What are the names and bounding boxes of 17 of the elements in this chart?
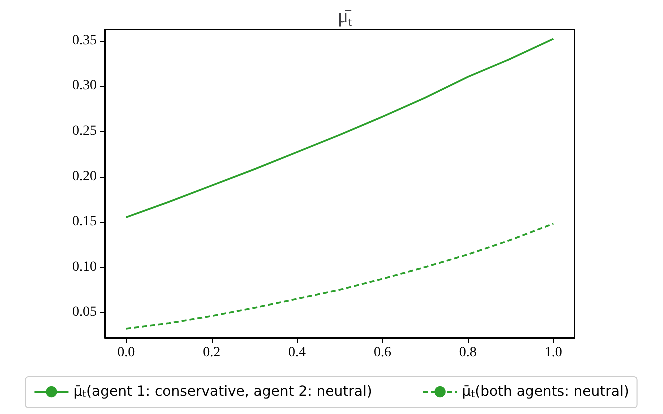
- line-series: [125, 222, 555, 330]
- legend-label: μ̄t(agent 1: conservative, agent 2: neutral): [74, 384, 372, 400]
- x-tick-label: 0.2: [203, 346, 221, 360]
- y-tick-label: 0.15: [72, 214, 97, 230]
- y-tick-label: 0.30: [72, 78, 97, 94]
- x-tick-label: 1.0: [544, 346, 562, 360]
- y-tick-label: 0.20: [72, 169, 97, 184]
- legend-label: μ̄t(both agents: neutral): [462, 384, 630, 400]
- y-tick-label: 0.35: [72, 33, 97, 48]
- line-series: [125, 38, 555, 218]
- y-tick-label: 0.10: [72, 260, 97, 275]
- x-tick-label: 0.8: [459, 346, 477, 360]
- y-tick-label: 0.05: [72, 305, 97, 320]
- x-tick-label: 0.4: [288, 346, 306, 360]
- x-tick-label: 0.0: [118, 346, 136, 360]
- x-tick-label: 0.6: [374, 346, 392, 360]
- y-tick-label: 0.25: [72, 124, 97, 139]
